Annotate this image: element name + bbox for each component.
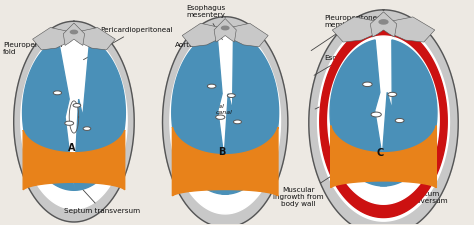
Polygon shape [331, 126, 437, 188]
Polygon shape [228, 23, 268, 47]
Polygon shape [387, 17, 435, 42]
Polygon shape [320, 25, 447, 218]
Circle shape [371, 112, 381, 117]
Circle shape [388, 92, 397, 97]
Text: Aorta: Aorta [175, 43, 210, 54]
Text: B: B [219, 147, 226, 157]
Polygon shape [214, 19, 236, 42]
Text: Inferior
vena
cava: Inferior vena cava [315, 88, 350, 109]
Polygon shape [309, 10, 458, 225]
Text: Pleuroperitoneal
membrane: Pleuroperitoneal membrane [311, 16, 384, 51]
Polygon shape [77, 27, 115, 50]
Polygon shape [23, 38, 74, 190]
Text: A: A [68, 143, 75, 153]
Polygon shape [370, 12, 397, 37]
Text: Pleuroperitoneal
fold: Pleuroperitoneal fold [3, 42, 63, 71]
Circle shape [71, 30, 77, 34]
Polygon shape [222, 32, 279, 194]
Text: Pericardioperitoneal: Pericardioperitoneal [83, 27, 173, 60]
Polygon shape [21, 32, 127, 209]
Polygon shape [330, 40, 387, 186]
Polygon shape [64, 23, 84, 45]
Circle shape [379, 20, 388, 24]
Text: Septum transversum: Septum transversum [64, 178, 140, 214]
Circle shape [65, 121, 73, 125]
Polygon shape [170, 28, 281, 214]
Polygon shape [172, 32, 228, 194]
Polygon shape [23, 130, 125, 190]
Polygon shape [318, 22, 449, 221]
Circle shape [207, 84, 216, 88]
Circle shape [363, 82, 372, 87]
Polygon shape [328, 36, 439, 204]
Text: Esophagus: Esophagus [314, 55, 364, 75]
Text: canal: canal [207, 104, 224, 109]
Polygon shape [163, 17, 288, 225]
Circle shape [395, 119, 404, 123]
Polygon shape [182, 23, 222, 47]
Text: Muscular
ingrowth from
body wall: Muscular ingrowth from body wall [273, 166, 346, 207]
Circle shape [73, 104, 81, 107]
Circle shape [228, 94, 235, 97]
Polygon shape [332, 17, 380, 42]
Text: canal: canal [216, 110, 232, 115]
Text: Septum
transversum: Septum transversum [403, 170, 449, 204]
Polygon shape [33, 27, 71, 50]
Circle shape [234, 120, 241, 124]
Circle shape [216, 115, 225, 119]
Circle shape [221, 26, 229, 30]
Polygon shape [380, 40, 437, 186]
Polygon shape [14, 21, 134, 222]
Text: C: C [377, 148, 384, 158]
Text: Esophagus
mesentery: Esophagus mesentery [187, 5, 226, 40]
Polygon shape [173, 127, 278, 196]
Circle shape [53, 91, 62, 95]
Circle shape [83, 127, 91, 130]
Polygon shape [74, 38, 125, 190]
